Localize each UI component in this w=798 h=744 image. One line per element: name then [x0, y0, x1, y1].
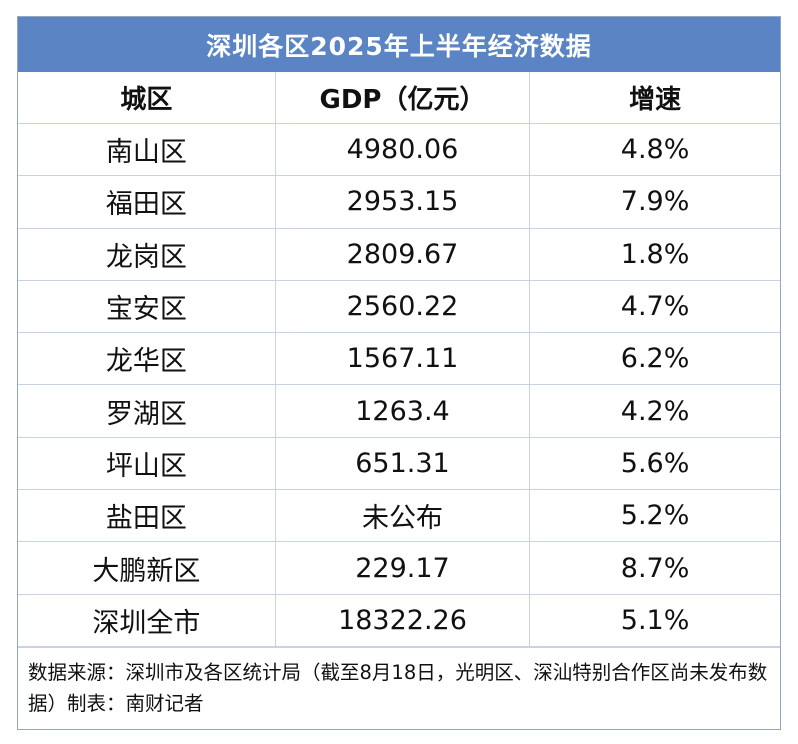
cell-district: 福田区: [18, 175, 276, 229]
table-row: 福田区 2953.15 7.9%: [18, 175, 780, 229]
gdp-table: 城区 GDP（亿元） 增速 南山区 4980.06 4.8% 福田区 2953.…: [18, 72, 780, 647]
cell-growth: 5.6%: [529, 436, 780, 491]
cell-gdp: 4980.06: [274, 122, 531, 177]
cell-gdp: 未公布: [274, 489, 531, 543]
header-row: 城区 GDP（亿元） 增速: [18, 72, 780, 124]
cell-growth: 4.2%: [529, 384, 780, 438]
data-table-card: 深圳各区2025年上半年经济数据 城区 GDP（亿元） 增速 南山区 4980.…: [17, 16, 781, 730]
table-row: 龙岗区 2809.67 1.8%: [18, 227, 780, 281]
cell-growth: 7.9%: [529, 175, 780, 229]
cell-district: 南山区: [18, 122, 276, 177]
table-row: 盐田区 未公布 5.2%: [18, 489, 780, 543]
cell-district: 龙华区: [18, 332, 276, 386]
cell-district: 大鹏新区: [18, 541, 276, 595]
cell-growth: 4.8%: [529, 122, 780, 177]
cell-gdp: 1263.4: [274, 384, 531, 438]
table-row: 南山区 4980.06 4.8%: [18, 122, 780, 177]
header-growth: 增速: [529, 72, 780, 124]
cell-gdp: 2953.15: [274, 175, 531, 229]
header-gdp: GDP（亿元）: [274, 72, 531, 124]
cell-growth: 1.8%: [529, 227, 780, 281]
cell-gdp: 2560.22: [274, 279, 531, 334]
cell-growth: 8.7%: [529, 541, 780, 595]
cell-district: 盐田区: [18, 489, 276, 543]
header-district: 城区: [18, 72, 276, 124]
cell-district: 罗湖区: [18, 384, 276, 438]
cell-gdp: 2809.67: [274, 227, 531, 281]
table-row: 宝安区 2560.22 4.7%: [18, 279, 780, 334]
cell-growth: 6.2%: [529, 332, 780, 386]
table-row: 大鹏新区 229.17 8.7%: [18, 541, 780, 595]
cell-gdp: 18322.26: [274, 593, 531, 647]
table-title: 深圳各区2025年上半年经济数据: [18, 17, 780, 72]
table-row: 罗湖区 1263.4 4.2%: [18, 384, 780, 438]
table-row: 深圳全市 18322.26 5.1%: [18, 593, 780, 647]
cell-growth: 5.1%: [529, 593, 780, 647]
cell-district: 坪山区: [18, 436, 276, 491]
table-row: 坪山区 651.31 5.6%: [18, 436, 780, 491]
table-row: 龙华区 1567.11 6.2%: [18, 332, 780, 386]
cell-gdp: 1567.11: [274, 332, 531, 386]
cell-district: 龙岗区: [18, 227, 276, 281]
cell-gdp: 229.17: [274, 541, 531, 595]
cell-growth: 5.2%: [529, 489, 780, 543]
cell-growth: 4.7%: [529, 279, 780, 334]
source-note: 数据来源：深圳市及各区统计局（截至8月18日，光明区、深汕特别合作区尚未发布数据…: [18, 646, 780, 719]
cell-gdp: 651.31: [274, 436, 531, 491]
cell-district: 深圳全市: [18, 593, 276, 647]
cell-district: 宝安区: [18, 279, 276, 334]
